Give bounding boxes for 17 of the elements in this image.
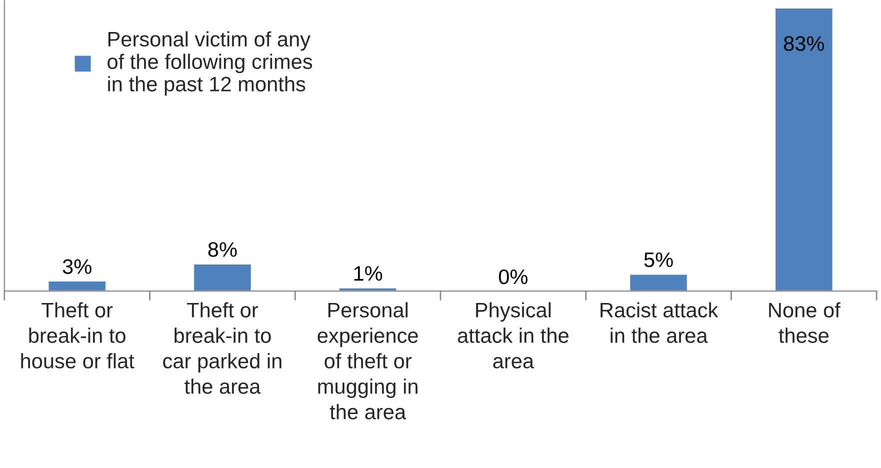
bar: [774, 7, 834, 292]
data-label: 83%: [784, 36, 824, 51]
bar: [192, 263, 252, 292]
x-tick-label: Theft or break-in to car parked in the area: [163, 302, 282, 394]
data-label: 1%: [354, 266, 382, 281]
data-label: 8%: [208, 242, 237, 257]
x-tick-label: Racist attack in the area: [600, 302, 718, 343]
data-label: 0%: [498, 269, 528, 284]
data-label: 5%: [644, 252, 673, 268]
bar: [47, 280, 107, 292]
x-tick-label: Personal experience of theft or mugging in the area: [318, 302, 418, 420]
x-tick-label: Theft or break-in to house or flat: [21, 302, 134, 368]
data-label: 3%: [62, 259, 92, 274]
legend-label: Personal victim of any of the following crimes in the past 12 months: [108, 31, 312, 96]
bar: [628, 273, 688, 292]
x-tick-label: None of these: [769, 302, 840, 343]
x-tick-label: Physical attack in the area: [458, 302, 568, 368]
